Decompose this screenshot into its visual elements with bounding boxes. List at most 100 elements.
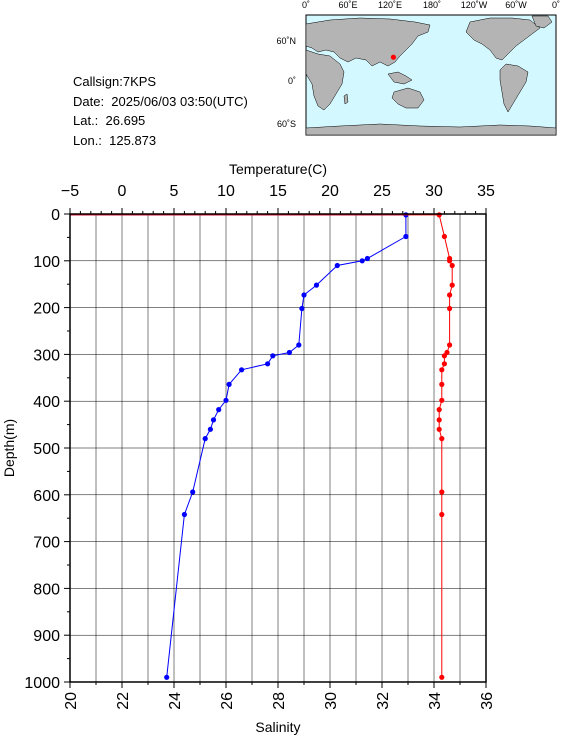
station-marker xyxy=(390,54,396,60)
depth-tick-label: 500 xyxy=(33,441,60,458)
series-point xyxy=(270,353,276,359)
map-lon-label: 0˚ xyxy=(552,0,560,10)
temperature-tick-label: 15 xyxy=(269,183,287,200)
temperature-tick-label: 35 xyxy=(477,183,495,200)
series-layer xyxy=(70,212,455,680)
series-point xyxy=(164,674,170,680)
series-point xyxy=(202,436,208,442)
series-point xyxy=(226,381,232,387)
map-latitude-labels: 60˚N 0˚ 60˚S xyxy=(276,36,296,129)
depth-tick-label: 200 xyxy=(33,301,60,318)
depth-tick-label: 0 xyxy=(51,207,60,224)
series-line xyxy=(438,214,453,678)
salinity-tick-label: 22 xyxy=(115,692,132,710)
temperature-tick-label: 25 xyxy=(373,183,391,200)
series-point xyxy=(334,262,340,269)
map-lat-label: 60˚S xyxy=(277,119,296,129)
axis-ticks xyxy=(64,208,487,688)
depth-tick-label: 700 xyxy=(33,535,60,552)
series-point xyxy=(439,397,445,403)
salinity-tick-label: 28 xyxy=(271,692,288,710)
temperature-tick-label: 30 xyxy=(425,183,443,200)
temperature-tick-label: 10 xyxy=(217,183,235,200)
series-point xyxy=(439,367,445,373)
series-point xyxy=(449,262,455,269)
chart-grid xyxy=(70,214,486,682)
salinity-tick-label: 24 xyxy=(167,692,184,710)
series-point xyxy=(447,258,453,264)
series-point xyxy=(439,436,445,442)
depth-tick-label: 800 xyxy=(33,581,60,598)
temperature-tick-label: −5 xyxy=(61,183,79,200)
series-point xyxy=(436,212,442,218)
land-masses xyxy=(305,15,557,136)
map-lon-label: 0˚ xyxy=(302,0,310,10)
salinity-tick-label: 36 xyxy=(479,692,496,710)
series-point xyxy=(210,417,217,423)
series-point xyxy=(286,349,292,356)
series-point xyxy=(265,361,271,367)
depth-tick-label: 400 xyxy=(33,394,60,411)
temperature-tick-label: 20 xyxy=(321,183,339,200)
depth-tick-label: 600 xyxy=(33,488,60,505)
series-point xyxy=(181,511,187,518)
series-point xyxy=(313,282,320,288)
series-point xyxy=(447,342,453,348)
series-point xyxy=(447,292,453,298)
temperature-tick-label: 5 xyxy=(170,183,179,200)
series-point xyxy=(436,417,442,423)
series-point xyxy=(439,381,445,387)
latitude-text: Lat.: 26.695 xyxy=(73,113,146,128)
salinity-tick-label: 26 xyxy=(219,692,236,710)
series-point xyxy=(449,282,455,288)
series-point xyxy=(436,426,442,432)
series-point xyxy=(216,407,222,413)
salinity-tick-label: 30 xyxy=(323,692,340,710)
date-text: Date: 2025/06/03 03:50(UTC) xyxy=(73,93,248,109)
depth-tick-label: 300 xyxy=(33,347,60,364)
series-point xyxy=(301,292,307,298)
map-lat-label: 60˚N xyxy=(276,36,296,46)
map-lat-label: 0˚ xyxy=(288,76,296,86)
map-longitude-labels: 0˚ 60˚E 120˚E 180˚ 120˚W 60˚W 0˚ xyxy=(302,0,560,10)
series-point xyxy=(439,511,445,518)
series-point xyxy=(207,426,213,432)
series-point xyxy=(190,489,196,495)
series-point xyxy=(364,255,370,262)
map-lon-label: 120˚W xyxy=(461,0,488,10)
series-point xyxy=(439,674,445,680)
salinity-tick-label: 20 xyxy=(63,692,80,710)
depth-tick-label: 900 xyxy=(33,628,60,645)
depth-tick-label: 1000 xyxy=(24,675,60,692)
map-lon-label: 60˚W xyxy=(505,0,527,10)
salinity-tick-label: 32 xyxy=(375,692,392,710)
temperature-axis-title: Temperature(C) xyxy=(229,161,327,177)
series-point xyxy=(447,305,453,312)
series-point xyxy=(359,258,365,264)
series-point xyxy=(441,353,447,359)
series-line xyxy=(166,214,407,678)
series-point xyxy=(441,233,447,240)
series-point xyxy=(223,397,229,403)
salinity-tick-label: 34 xyxy=(427,692,444,710)
temperature-tick-label: 0 xyxy=(118,183,127,200)
series-point xyxy=(239,367,245,373)
station-info: Callsign:7KPS Date: 2025/06/03 03:50(UTC… xyxy=(73,72,248,150)
callsign-text: Callsign:7KPS xyxy=(73,74,157,89)
map-lon-label: 180˚ xyxy=(423,0,441,10)
series-point xyxy=(299,305,305,312)
depth-axis-title: Depth(m) xyxy=(1,419,17,477)
longitude-text: Lon.: 125.873 xyxy=(73,132,157,148)
salinity-axis-title: Salinity xyxy=(255,719,300,735)
map-lon-label: 60˚E xyxy=(338,0,357,10)
series-point xyxy=(296,342,302,348)
series-point xyxy=(439,489,445,495)
series-point xyxy=(403,233,409,240)
series-point xyxy=(436,407,442,413)
series-point xyxy=(441,361,447,367)
map-lon-label: 120˚E xyxy=(378,0,402,10)
depth-tick-label: 100 xyxy=(33,254,60,271)
